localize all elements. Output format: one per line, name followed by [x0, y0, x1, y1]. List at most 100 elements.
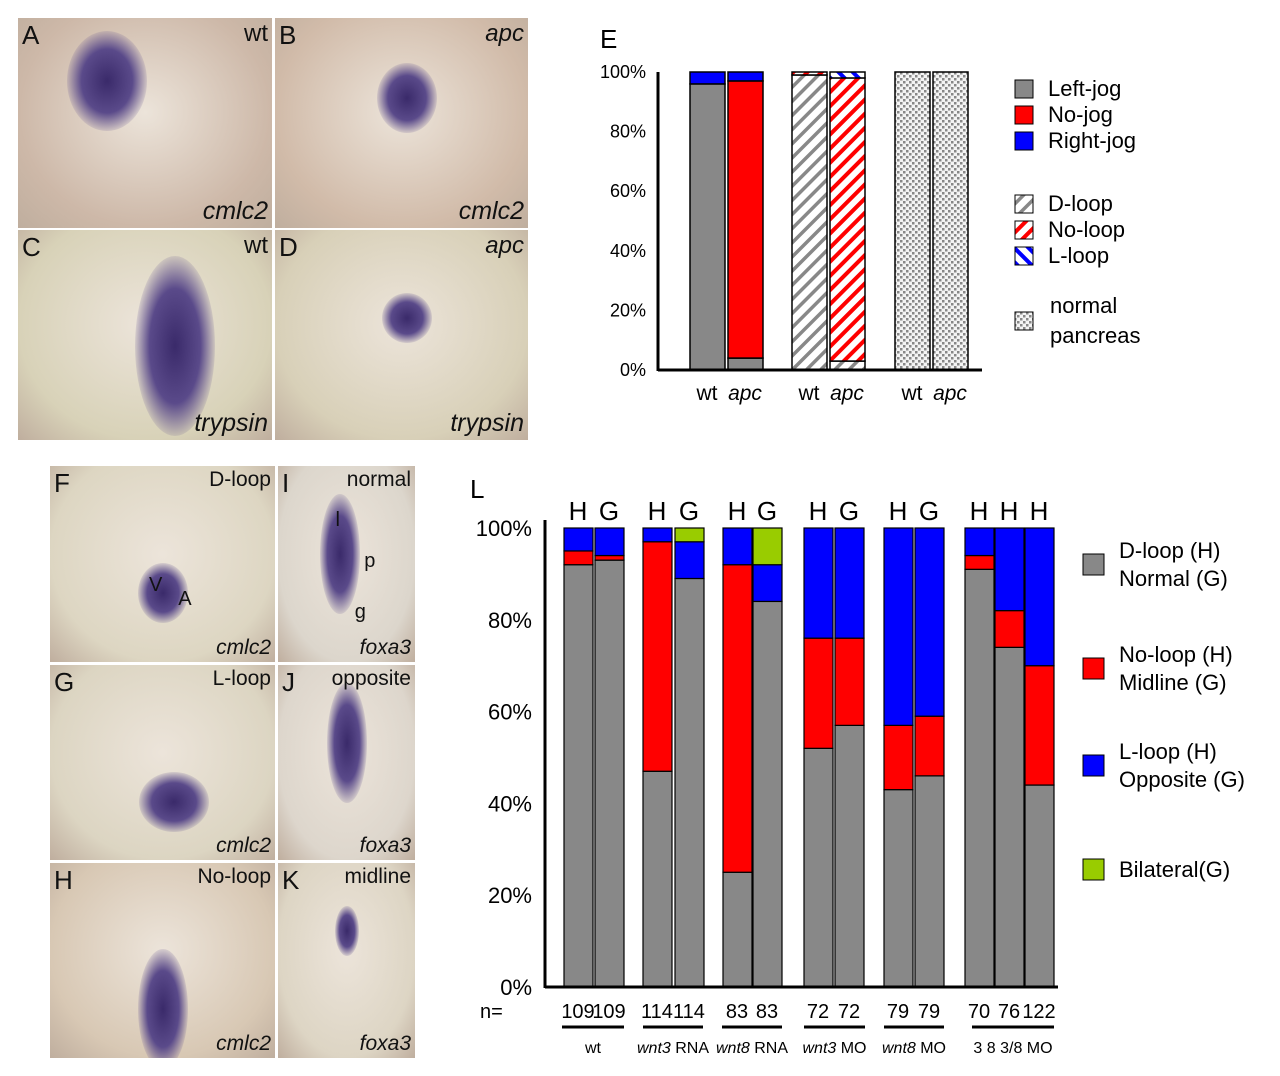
panel-genotype-label: apc	[485, 20, 524, 47]
panel-genotype-label: No-loop	[197, 865, 271, 888]
n-value: 83	[756, 1001, 778, 1023]
bar-top-label: G	[679, 496, 699, 526]
bar-segment-no-loop	[829, 77, 866, 362]
bar-segment-d-loop	[791, 74, 828, 371]
panel-genotype-label: midline	[344, 865, 411, 888]
stain-region	[381, 293, 432, 344]
legend-label: No-loop	[1048, 217, 1125, 242]
n-value: 79	[918, 1001, 940, 1023]
bar-segment-dloop-normal	[803, 747, 834, 988]
anatomy-mark: V	[149, 573, 163, 596]
bar-segment-left-jog	[689, 83, 726, 371]
x-tick-label: apc	[830, 382, 864, 405]
bar-segment-dloop-normal	[563, 564, 594, 988]
stain-region	[66, 31, 147, 131]
bar-segment-no-loop	[791, 71, 828, 76]
legend-label: pancreas	[1050, 323, 1141, 348]
bar-segment-noloop-midline	[563, 550, 594, 566]
bar-segment-lloop-opposite	[674, 541, 705, 580]
micrograph-panel-f: F D-loop cmlc2 V A	[50, 466, 275, 662]
bar-top-label: H	[889, 496, 908, 526]
panel-genotype-label: normal	[346, 468, 411, 491]
bar-segment-lloop-opposite	[914, 527, 945, 717]
panel-genotype-label: apc	[485, 232, 524, 259]
bar-segment-lloop-opposite	[964, 527, 995, 557]
n-value: 109	[592, 1001, 625, 1023]
y-tick-label: 0%	[500, 975, 532, 1000]
panel-letter: H	[54, 865, 73, 895]
stain-region	[138, 771, 209, 832]
bar-segment-bilateral	[752, 527, 783, 566]
legend-label: L-loop	[1048, 243, 1109, 268]
panel-genotype-label: L-loop	[212, 667, 271, 690]
n-value: 114	[641, 1001, 673, 1023]
anatomy-mark: p	[364, 550, 376, 573]
bar-segment-lloop-opposite	[752, 564, 783, 603]
bar-top-label: H	[648, 496, 667, 526]
bar-segment-lloop-opposite	[834, 527, 865, 639]
n-value: 79	[887, 1001, 909, 1023]
bar-top-label: H	[1030, 496, 1049, 526]
chart-e-panel-letter: E	[600, 24, 617, 54]
group-label: 3 8 3/8 MO	[973, 1040, 1052, 1057]
panel-letter: C	[22, 232, 41, 262]
n-value: 83	[726, 1001, 748, 1023]
bar-segment-noloop-midline	[803, 637, 834, 749]
bar-segment-noloop-midline	[883, 724, 914, 791]
legend-label: Bilateral(G)	[1119, 857, 1230, 882]
panel-gene-label: cmlc2	[202, 197, 268, 225]
x-tick-label: wt	[901, 382, 923, 405]
bar-top-label: G	[599, 496, 619, 526]
stain-region	[137, 949, 188, 1058]
bar-top-label: H	[970, 496, 989, 526]
anatomy-mark: g	[354, 601, 366, 624]
bar-segment-dloop-normal	[674, 577, 705, 988]
n-label: n=	[480, 1001, 503, 1023]
legend-label: L-loop (H)	[1119, 739, 1217, 764]
panel-letter: J	[282, 667, 295, 697]
y-tick-label: 100%	[476, 516, 532, 541]
bar-segment-dloop-normal	[834, 724, 865, 988]
bar-top-label: G	[839, 496, 859, 526]
anatomy-mark: l	[335, 509, 340, 532]
bar-segment-noloop-midline	[1024, 665, 1055, 786]
micrograph-panel-g: G L-loop cmlc2	[50, 665, 275, 860]
stain-region	[326, 683, 367, 803]
legend-swatch	[1014, 105, 1034, 125]
legend-swatch	[1014, 79, 1034, 99]
bar-segment-dloop-normal	[594, 559, 625, 988]
bar-segment-lloop-opposite	[994, 527, 1025, 612]
bar-segment-noloop-midline	[914, 715, 945, 777]
micrograph-panel-h: H No-loop cmlc2	[50, 863, 275, 1058]
bar-segment-dloop-normal	[914, 775, 945, 988]
panel-letter: I	[282, 468, 290, 498]
panel-gene-label: foxa3	[359, 834, 411, 857]
y-tick-label: 20%	[488, 883, 532, 908]
bar-segment-lloop-opposite	[722, 527, 753, 566]
y-tick-label: 80%	[488, 608, 532, 633]
group-label: wt	[584, 1040, 602, 1057]
panel-letter: D	[279, 232, 298, 262]
legend-swatch	[1014, 246, 1034, 266]
panel-genotype-label: wt	[244, 20, 268, 47]
y-tick-label: 40%	[488, 791, 532, 816]
legend-swatch	[1014, 311, 1034, 331]
y-tick-label: 80%	[610, 122, 646, 142]
chart-l-panel-letter: L	[470, 474, 484, 504]
bar-top-label: G	[757, 496, 777, 526]
panel-letter: F	[54, 468, 70, 498]
bar-segment-right-jog	[689, 71, 726, 85]
bar-segment-noloop-midline	[994, 610, 1025, 648]
anatomy-mark: A	[178, 587, 192, 610]
bar-segment-dloop-normal	[752, 600, 783, 988]
legend-label: No-jog	[1048, 102, 1113, 127]
y-tick-label: 40%	[610, 241, 646, 261]
y-tick-label: 20%	[610, 300, 646, 320]
n-value: 109	[561, 1001, 594, 1023]
bar-segment-right-jog	[727, 71, 764, 82]
